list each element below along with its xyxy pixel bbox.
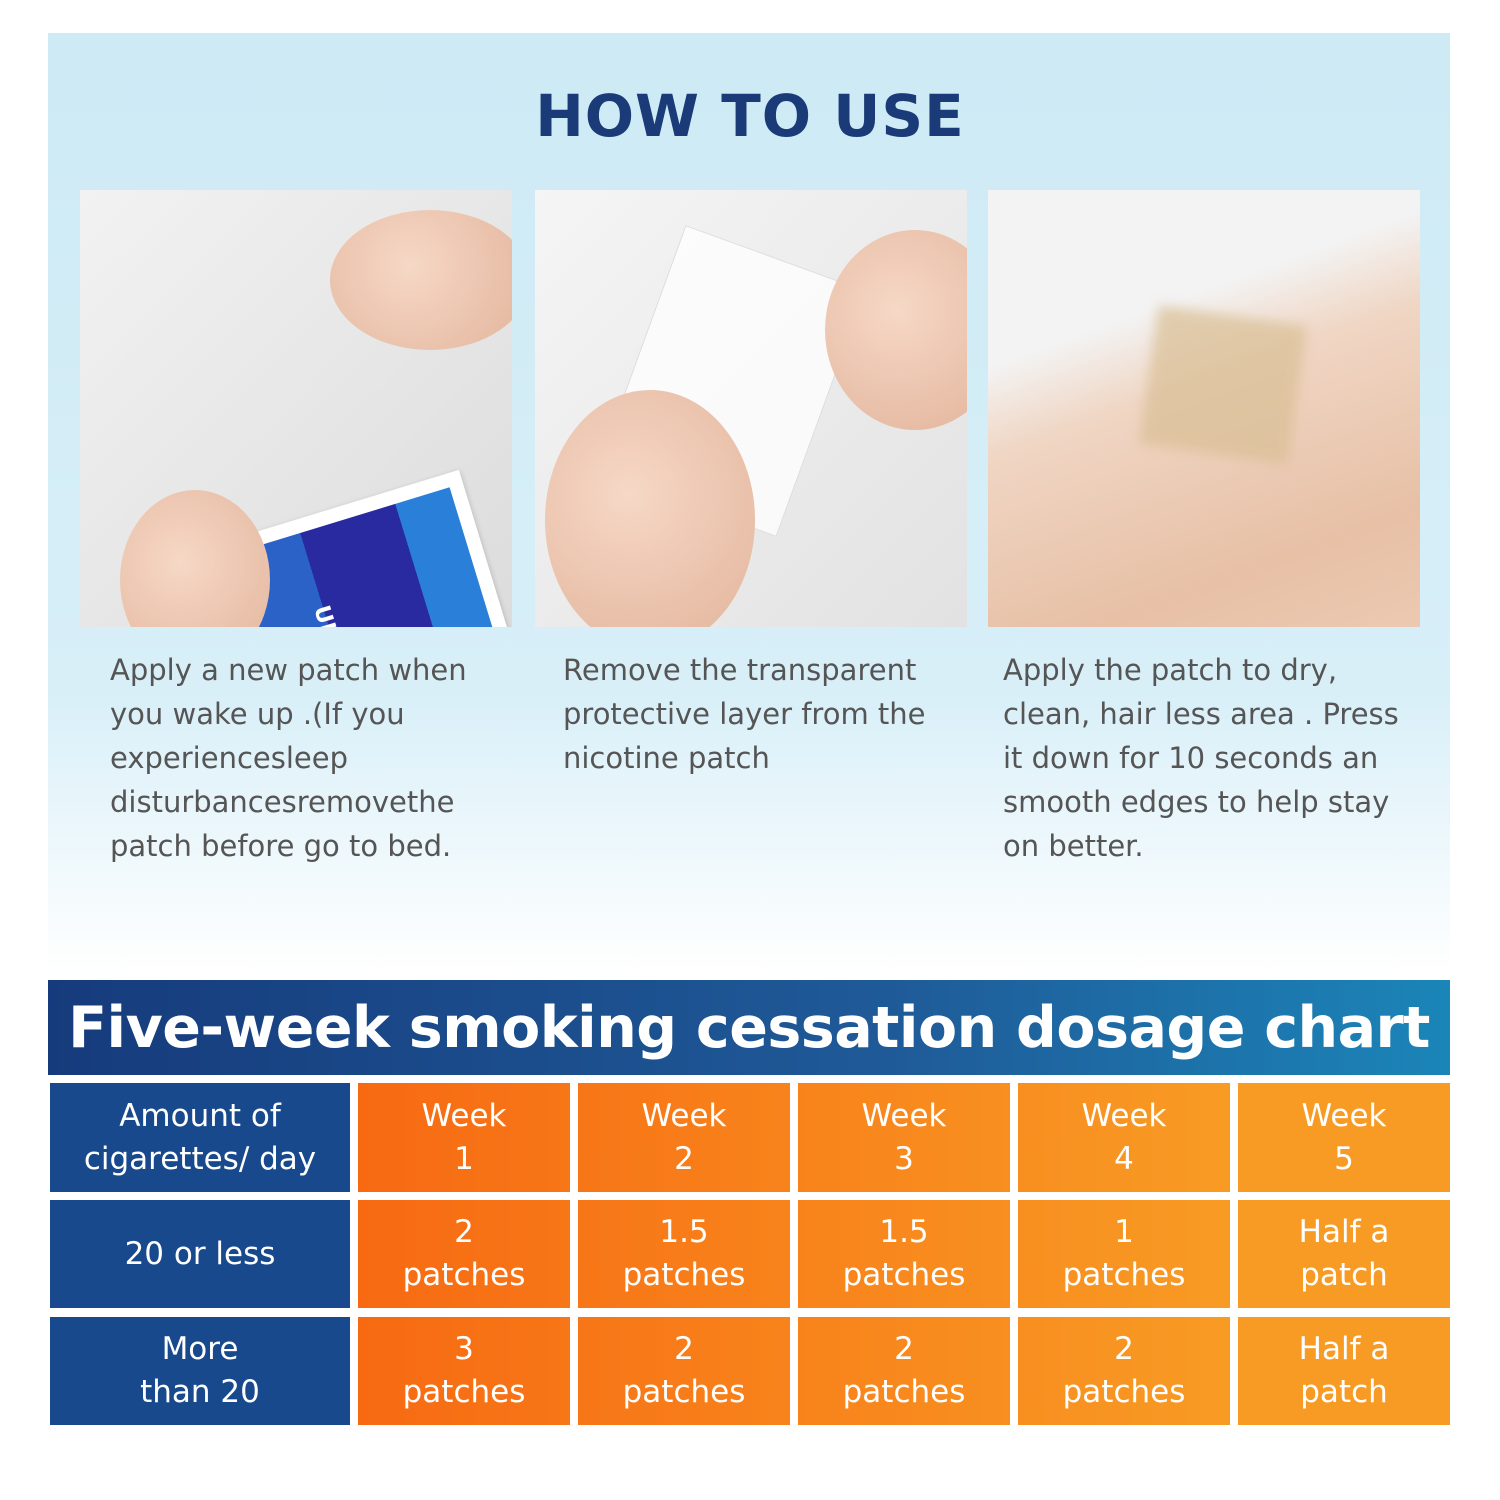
dosage-cell: 2 patches <box>798 1317 1010 1425</box>
page-title: HOW TO USE <box>535 82 965 150</box>
dosage-cell: 2 patches <box>358 1200 570 1308</box>
dosage-cell: 1.5 patches <box>798 1200 1010 1308</box>
step-1-caption: Apply a new patch when you wake up .(If … <box>110 653 467 863</box>
dosage-cell: 3 patches <box>358 1317 570 1425</box>
step-1-photo: UIT SMOKING <box>80 190 512 627</box>
table-header-cell: Week 3 <box>798 1083 1010 1192</box>
row-label-cell: More than 20 <box>50 1317 350 1425</box>
dosage-chart-title-bar: Five-week smoking cessation dosage chart <box>48 980 1450 1075</box>
table-header-cell: Week 2 <box>578 1083 790 1192</box>
applied-patch <box>1138 305 1308 465</box>
step-2-photo <box>535 190 967 627</box>
step-3-caption: Apply the patch to dry, clean, hair less… <box>1003 653 1399 863</box>
dosage-cell: 1.5 patches <box>578 1200 790 1308</box>
table-header-cell: Amount of cigarettes/ day <box>50 1083 350 1192</box>
table-header-cell: Week 4 <box>1018 1083 1230 1192</box>
dosage-cell: Half a patch <box>1238 1200 1450 1308</box>
dosage-cell: 2 patches <box>578 1317 790 1425</box>
step-2-caption: Remove the transparent protective layer … <box>563 653 926 775</box>
dosage-cell: 1 patches <box>1018 1200 1230 1308</box>
row-label-cell: 20 or less <box>50 1200 350 1308</box>
table-header-cell: Week 5 <box>1238 1083 1450 1192</box>
step-3-photo <box>988 190 1420 627</box>
dosage-chart-title: Five-week smoking cessation dosage chart <box>68 994 1430 1061</box>
dosage-cell: 2 patches <box>1018 1317 1230 1425</box>
dosage-cell: Half a patch <box>1238 1317 1450 1425</box>
table-header-cell: Week 1 <box>358 1083 570 1192</box>
